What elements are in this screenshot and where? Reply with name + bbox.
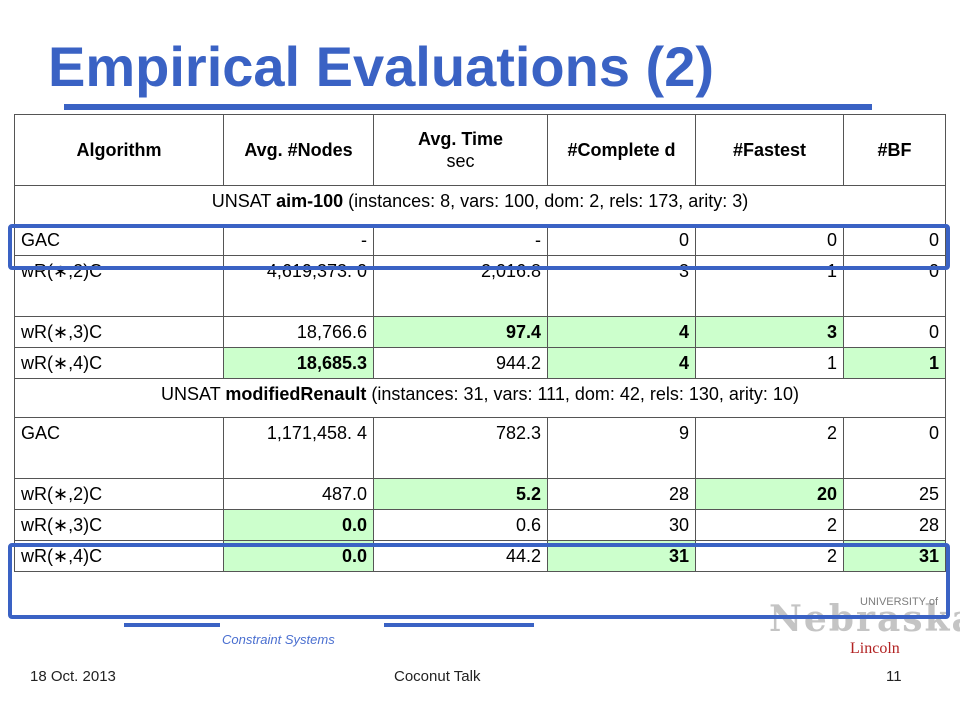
- cell-completed: 3: [547, 255, 696, 317]
- logo-city: Lincoln: [850, 640, 900, 657]
- cell-algorithm: GAC: [14, 224, 224, 256]
- header-time-unit: sec: [446, 151, 475, 171]
- title-underline: [64, 104, 872, 110]
- cell-completed: 28: [547, 478, 696, 510]
- footer-center: Coconut Talk: [394, 668, 481, 685]
- header-algorithm: Algorithm: [14, 114, 224, 186]
- logo-university: UNIVERSITY of: [860, 596, 939, 608]
- section-modified-renault: UNSAT modifiedRenault (instances: 31, va…: [14, 378, 946, 418]
- cell-bf: 25: [843, 478, 946, 510]
- cell-time: 782.3: [373, 417, 548, 479]
- cell-time: 0.6: [373, 509, 548, 541]
- cell-completed: 9: [547, 417, 696, 479]
- header-avg-time: Avg. Time sec: [373, 114, 548, 186]
- cell-time: 5.2: [373, 478, 548, 510]
- highlight-stroke-mid: [384, 623, 534, 627]
- cell-completed: 4: [547, 347, 696, 379]
- cell-completed: 4: [547, 316, 696, 348]
- cell-fastest: 3: [695, 316, 844, 348]
- cell-algorithm: wR(∗,4)C: [14, 347, 224, 379]
- table-row: GAC 1,171,458. 4 782.3 9 2 0: [14, 417, 946, 479]
- table-row: wR(∗,3)C 18,766.6 97.4 4 3 0: [14, 316, 946, 348]
- cell-fastest: 1: [695, 255, 844, 317]
- header-fastest: #Fastest: [695, 114, 844, 186]
- cell-fastest: 1: [695, 347, 844, 379]
- university-logo: Nebraska UNIVERSITY of Lincoln: [765, 592, 960, 662]
- cell-time: 97.4: [373, 316, 548, 348]
- highlight-box-renault: [8, 543, 950, 619]
- table-row: wR(∗,4)C 18,685.3 944.2 4 1 1: [14, 347, 946, 379]
- cell-nodes: 18,685.3: [223, 347, 374, 379]
- cell-nodes: 487.0: [223, 478, 374, 510]
- cell-bf: 0: [843, 224, 946, 256]
- table-row: wR(∗,3)C 0.0 0.6 30 2 28: [14, 509, 946, 541]
- section-aim-100: UNSAT aim-100 (instances: 8, vars: 100, …: [14, 185, 946, 225]
- table-row: wR(∗,2)C 487.0 5.2 28 20 25: [14, 478, 946, 510]
- cell-fastest: 2: [695, 509, 844, 541]
- section-row-renault: UNSAT modifiedRenault (instances: 31, va…: [14, 378, 946, 418]
- cell-nodes: 0.0: [223, 509, 374, 541]
- footer-page-number: 11: [886, 668, 902, 685]
- table-header-row: Algorithm Avg. #Nodes Avg. Time sec #Comp…: [14, 114, 946, 186]
- cell-time: 944.2: [373, 347, 548, 379]
- cell-fastest: 2: [695, 417, 844, 479]
- slide-title: Empirical Evaluations (2): [48, 35, 714, 98]
- cell-algorithm: GAC: [14, 417, 224, 479]
- cell-algorithm: wR(∗,2)C: [14, 478, 224, 510]
- cell-bf: 1: [843, 347, 946, 379]
- cell-algorithm: wR(∗,3)C: [14, 509, 224, 541]
- cell-algorithm: wR(∗,3)C: [14, 316, 224, 348]
- logo-mark: Nebraska: [769, 598, 960, 640]
- header-avg-nodes: Avg. #Nodes: [223, 114, 374, 186]
- header-completed: #Complete d: [547, 114, 696, 186]
- cell-bf: 28: [843, 509, 946, 541]
- cell-bf: 0: [843, 316, 946, 348]
- highlight-box-gac: [8, 224, 950, 270]
- cell-nodes: 18,766.6: [223, 316, 374, 348]
- watermark-text: Constraint Systems: [222, 632, 335, 647]
- results-table: Algorithm Avg. #Nodes Avg. Time sec #Comp…: [14, 114, 946, 572]
- cell-nodes: 1,171,458. 4: [223, 417, 374, 479]
- footer-date: 18 Oct. 2013: [30, 668, 116, 685]
- cell-bf: 0: [843, 417, 946, 479]
- header-bf: #BF: [843, 114, 946, 186]
- cell-fastest: 20: [695, 478, 844, 510]
- section-row-aim: UNSAT aim-100 (instances: 8, vars: 100, …: [14, 185, 946, 225]
- cell-completed: 30: [547, 509, 696, 541]
- highlight-stroke-left: [124, 623, 220, 627]
- cell-bf: 0: [843, 255, 946, 317]
- cell-time: 2,016.8: [373, 255, 548, 317]
